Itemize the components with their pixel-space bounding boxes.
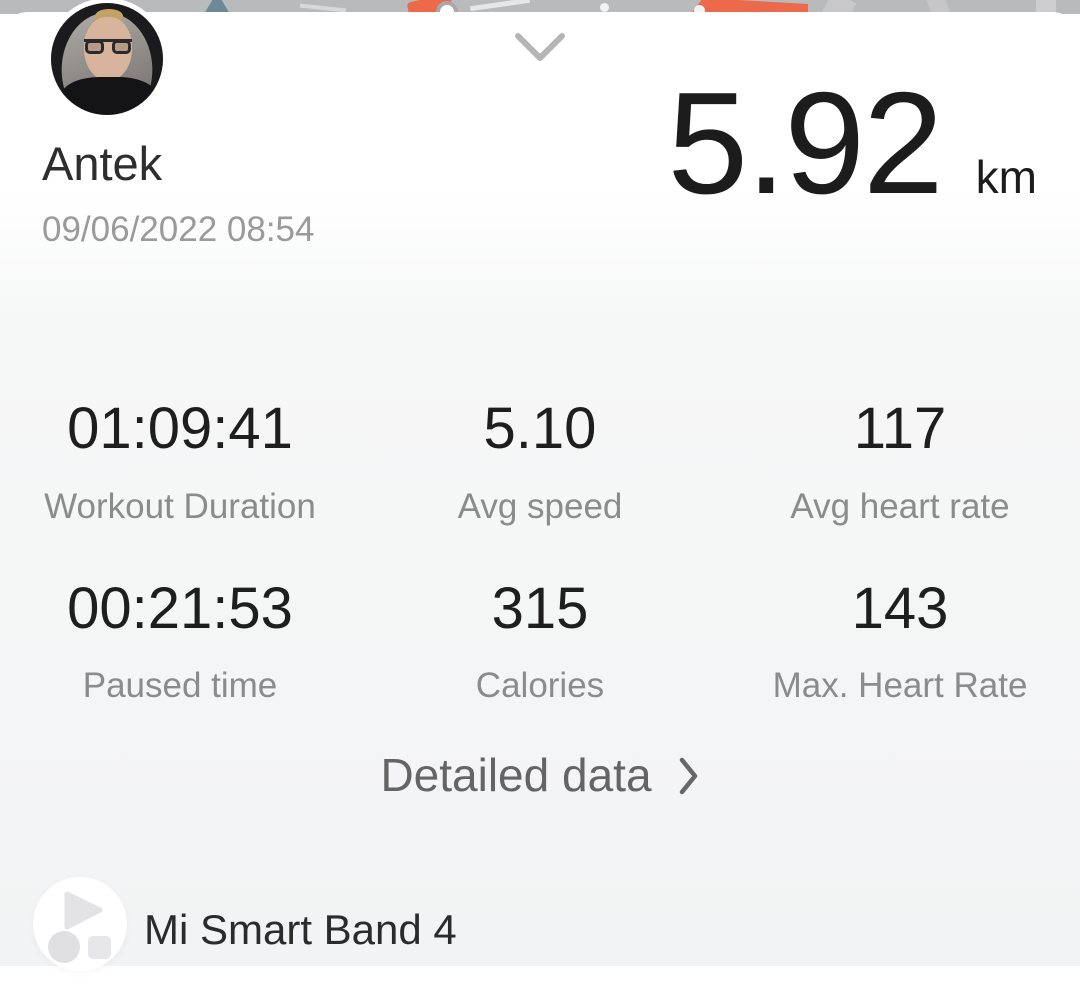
map-pin-icon xyxy=(436,1,458,14)
map-route-orange xyxy=(687,0,808,14)
workout-datetime: 09/06/2022 08:54 xyxy=(42,210,315,249)
stat-value: 315 xyxy=(491,575,589,641)
stat-workout-duration: 01:09:41 Workout Duration xyxy=(0,396,360,576)
stat-label: Max. Heart Rate xyxy=(772,666,1028,706)
map-dot xyxy=(694,5,705,14)
stat-paused-time: 00:21:53 Paused time xyxy=(0,576,360,756)
stat-label: Avg speed xyxy=(457,486,623,526)
map-preview[interactable] xyxy=(0,0,1080,14)
workout-summary-sheet xyxy=(0,12,1080,989)
user-name: Antek xyxy=(42,137,163,190)
chevron-down-icon[interactable] xyxy=(513,30,567,71)
stat-label: Workout Duration xyxy=(44,486,316,526)
stat-value: 143 xyxy=(851,575,949,641)
stat-value: 01:09:41 xyxy=(67,396,293,461)
stat-label: Paused time xyxy=(82,666,278,706)
stat-calories: 315 Calories xyxy=(360,576,720,756)
chevron-right-icon xyxy=(678,755,700,797)
stats-grid: 01:09:41 Workout Duration 5.10 Avg speed… xyxy=(0,396,1080,755)
stat-value: 117 xyxy=(853,396,947,461)
map-dot xyxy=(600,3,609,12)
distance: 5.92 km xyxy=(667,71,1037,216)
stat-max-heart-rate: 143 Max. Heart Rate xyxy=(720,576,1080,756)
map-road xyxy=(469,0,531,12)
detailed-data-link[interactable]: Detailed data xyxy=(0,748,1080,803)
bottom-spacer xyxy=(0,966,1080,989)
device-logo-icon xyxy=(33,877,127,971)
stat-label: Avg heart rate xyxy=(790,486,1010,526)
distance-unit: km xyxy=(975,151,1037,203)
device-name: Mi Smart Band 4 xyxy=(144,906,457,953)
stat-avg-speed: 5.10 Avg speed xyxy=(360,396,720,576)
stat-value: 5.10 xyxy=(483,396,597,461)
distance-value: 5.92 xyxy=(667,62,943,224)
stat-avg-heart-rate: 117 Avg heart rate xyxy=(720,396,1080,576)
map-marker-icon xyxy=(204,0,230,14)
map-road xyxy=(1036,0,1056,14)
detailed-data-label: Detailed data xyxy=(380,749,652,801)
stat-label: Calories xyxy=(475,666,605,706)
avatar xyxy=(46,0,168,120)
stat-value: 00:21:53 xyxy=(67,575,293,641)
